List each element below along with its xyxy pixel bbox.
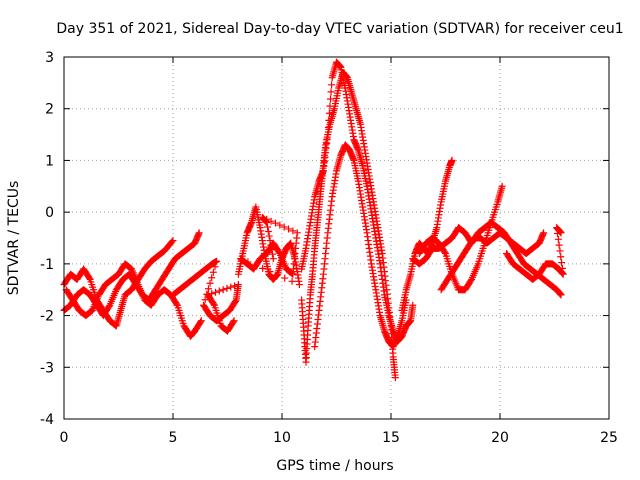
data-point [325,109,333,117]
data-point [173,300,181,308]
data-point [558,259,566,267]
y-tick-label: 1 [45,153,54,169]
x-tick-label: 20 [491,430,509,446]
data-point [210,300,218,308]
data-point [169,237,177,245]
chart-title: Day 351 of 2021, Sidereal Day-to-day VTE… [56,21,623,37]
x-tick-label: 0 [60,430,69,446]
data-point [467,277,475,285]
data-point [231,297,239,305]
data-point [231,282,239,290]
data-point [288,277,296,285]
y-tick-label: -1 [40,257,54,273]
y-axis-label: SDTVAR / TECUs [6,181,22,296]
data-point [213,257,221,265]
data-point [229,318,237,326]
x-tick-label: 15 [382,430,400,446]
data-point [281,274,289,282]
data-point [269,255,277,263]
data-point [268,246,276,254]
data-point [328,81,336,89]
data-point [289,227,297,235]
data-point [324,131,332,139]
data-point [327,95,335,103]
x-axis-label: GPS time / hours [276,458,393,474]
data-point [557,253,565,261]
data-point [324,123,332,131]
data-point [230,317,238,325]
data-point [285,225,293,233]
data-point [223,284,231,292]
data-point [267,241,275,249]
y-tick-label: 3 [45,50,54,66]
data-point [559,270,567,278]
data-point [540,229,548,237]
data-point [557,291,565,299]
data-point [498,182,506,190]
data-point [197,317,205,325]
data-point [204,285,212,293]
data-point [195,229,203,237]
data-point [227,283,235,291]
data-point [201,296,209,304]
data-point [209,268,217,276]
data-point [391,374,399,382]
data-point [287,269,295,277]
data-point [276,221,284,229]
data-point [264,228,272,236]
data-point [441,248,449,256]
data-point [556,247,564,255]
y-tick-label: 2 [45,102,54,118]
data-point [212,288,220,296]
data-point [275,248,283,256]
data-point [555,241,563,249]
data-point [325,116,333,124]
y-tick-label: -4 [40,412,54,428]
y-tick-label: -2 [40,309,54,325]
y-tick-label: -3 [40,360,54,376]
data-points [60,58,567,382]
data-point [211,263,219,271]
data-point [409,301,417,309]
data-point [259,264,267,272]
data-point [558,264,566,272]
data-point [234,281,242,289]
axis-ticks: 0 5 10 15 20 25 -4 -3 -2 -1 0 1 2 3 [40,50,618,446]
data-point [85,274,93,282]
data-point [326,102,334,110]
data-point [280,223,288,231]
data-point [206,279,214,287]
data-point [295,281,303,289]
data-point [197,318,205,326]
x-tick-label: 5 [169,430,178,446]
data-point [288,270,296,278]
data-point [265,232,273,240]
data-point [208,274,216,282]
data-point [266,237,274,245]
data-point [448,156,456,164]
data-point [293,229,301,237]
data-point [271,219,279,227]
x-tick-label: 25 [600,430,618,446]
data-point [168,238,176,246]
data-point [264,223,272,231]
data-point [557,229,565,237]
data-point [268,250,276,258]
data-point [215,287,223,295]
data-point [219,286,227,294]
data-point [105,303,113,311]
y-tick-label: 0 [45,205,54,221]
x-tick-label: 10 [273,430,291,446]
data-point [554,235,562,243]
data-point [273,271,281,279]
plot-frame [63,56,610,420]
data-point [327,88,335,96]
grid [64,57,609,419]
data-point [266,268,274,276]
data-point [263,218,271,226]
